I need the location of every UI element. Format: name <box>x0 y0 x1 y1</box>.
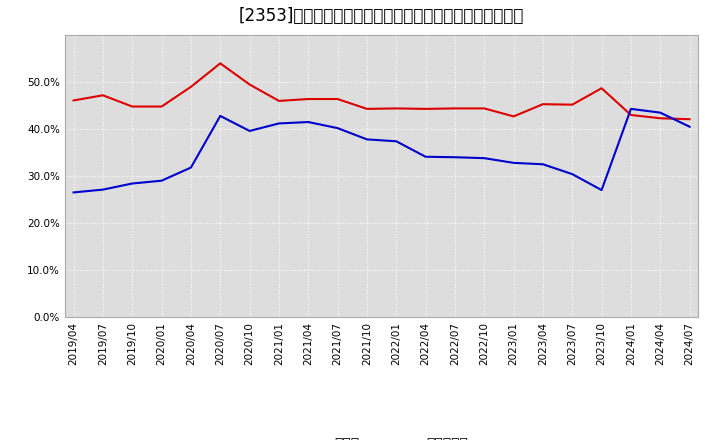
有利子負債 <box>157 178 166 183</box>
現須金 <box>568 102 577 107</box>
有利子負債 <box>451 154 459 160</box>
有利子負債 <box>363 137 372 142</box>
Line: 現須金: 現須金 <box>73 63 690 119</box>
有利子負債 <box>333 125 342 131</box>
Title: [2353]　現須金、有利子負債の総資産に対する比率の推移: [2353] 現須金、有利子負債の総資産に対する比率の推移 <box>239 7 524 26</box>
現須金 <box>333 96 342 102</box>
有利子負債 <box>421 154 430 159</box>
現須金 <box>656 116 665 121</box>
有利子負債 <box>186 165 195 170</box>
有利子負債 <box>685 124 694 129</box>
有利子負債 <box>304 119 312 125</box>
現須金 <box>626 112 635 117</box>
現須金 <box>304 96 312 102</box>
現須金 <box>246 82 254 87</box>
現須金 <box>451 106 459 111</box>
現須金 <box>539 102 547 107</box>
有利子負債 <box>216 113 225 118</box>
Line: 有利子負債: 有利子負債 <box>73 109 690 192</box>
現須金 <box>509 114 518 119</box>
現須金 <box>598 86 606 91</box>
現須金 <box>157 104 166 109</box>
有利子負債 <box>69 190 78 195</box>
有利子負債 <box>99 187 107 192</box>
現須金 <box>480 106 489 111</box>
有利子負債 <box>568 172 577 177</box>
有利子負債 <box>128 181 137 186</box>
現須金 <box>685 117 694 122</box>
Legend: 現須金, 有利子負債: 現須金, 有利子負債 <box>289 431 474 440</box>
有利子負債 <box>480 155 489 161</box>
現須金 <box>186 84 195 89</box>
有利子負債 <box>626 106 635 111</box>
現須金 <box>216 61 225 66</box>
有利子負債 <box>598 187 606 193</box>
現須金 <box>363 106 372 111</box>
有利子負債 <box>274 121 283 126</box>
有利子負債 <box>539 161 547 167</box>
現須金 <box>274 98 283 103</box>
現須金 <box>69 98 78 103</box>
有利子負債 <box>509 160 518 165</box>
現須金 <box>421 106 430 111</box>
有利子負債 <box>392 139 400 144</box>
現須金 <box>392 106 400 111</box>
有利子負債 <box>246 128 254 134</box>
現須金 <box>128 104 137 109</box>
現須金 <box>99 93 107 98</box>
有利子負債 <box>656 110 665 115</box>
